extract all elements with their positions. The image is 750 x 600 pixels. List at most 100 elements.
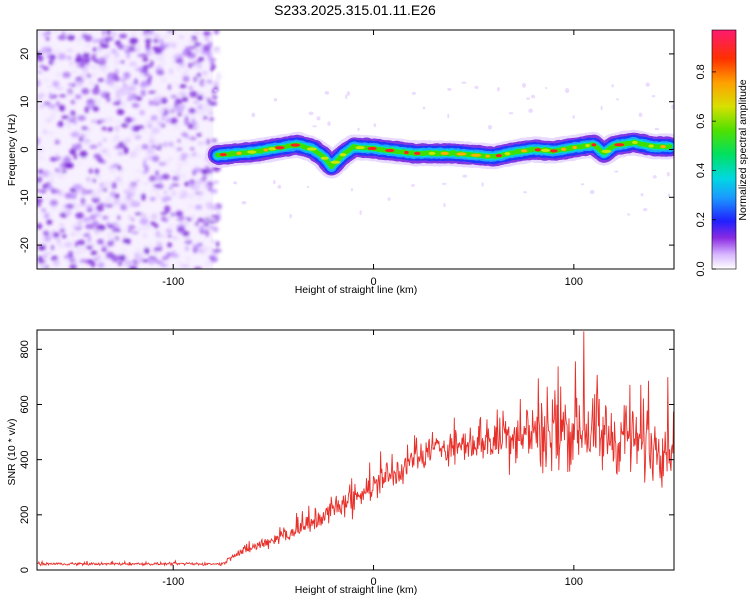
noise-speckle: [112, 97, 120, 101]
noise-speckle: [97, 158, 104, 163]
noise-speckle: [37, 176, 43, 183]
noise-speckle: [134, 67, 143, 72]
noise-speckle: [49, 95, 57, 99]
noise-speckle: [176, 64, 181, 72]
noise-speckle: [157, 70, 165, 76]
noise-speckle: [194, 192, 204, 195]
noise-speckle: [164, 205, 171, 213]
noise-speckle: [171, 145, 178, 149]
noise-speckle: [207, 97, 211, 103]
noise-speckle: [82, 66, 89, 73]
noise-speckle: [307, 185, 310, 188]
noise-speckle: [67, 90, 72, 96]
noise-speckle: [37, 32, 41, 37]
noise-speckle: [201, 81, 209, 85]
noise-speckle: [57, 34, 67, 41]
noise-speckle: [123, 189, 130, 194]
noise-speckle: [213, 30, 220, 35]
noise-speckle: [96, 224, 106, 231]
noise-speckle: [77, 115, 86, 121]
noise-speckle: [638, 112, 643, 118]
noise-speckle: [48, 59, 54, 66]
noise-speckle: [210, 214, 219, 218]
noise-speckle: [172, 236, 178, 240]
noise-speckle: [141, 144, 149, 150]
noise-speckle: [111, 136, 120, 143]
noise-speckle: [189, 46, 197, 49]
noise-speckle: [88, 168, 93, 174]
noise-speckle: [115, 253, 123, 256]
noise-speckle: [651, 94, 656, 98]
noise-speckle: [163, 159, 171, 164]
noise-speckle: [198, 56, 205, 62]
noise-speckle: [144, 165, 149, 173]
ridge-peak: [268, 147, 277, 151]
noise-speckle: [113, 51, 120, 58]
noise-speckle: [97, 261, 105, 269]
noise-speckle: [63, 156, 72, 164]
ridge-peak: [367, 146, 377, 151]
noise-speckle: [70, 131, 80, 138]
noise-speckle: [94, 168, 100, 175]
noise-speckle: [107, 240, 112, 247]
noise-speckle: [61, 115, 70, 120]
noise-speckle: [447, 87, 452, 91]
noise-speckle: [346, 91, 350, 97]
noise-speckle: [316, 116, 321, 121]
noise-speckle: [170, 212, 175, 217]
noise-speckle: [71, 223, 81, 228]
noise-speckle: [461, 81, 467, 84]
noise-speckle: [214, 75, 223, 80]
noise-speckle: [37, 138, 40, 146]
noise-speckle: [174, 106, 184, 113]
noise-speckle: [151, 155, 160, 162]
noise-speckle: [45, 43, 50, 49]
noise-speckle: [65, 49, 74, 52]
noise-speckle: [101, 126, 107, 131]
noise-speckle: [126, 97, 132, 102]
noise-speckle: [163, 190, 167, 194]
noise-speckle: [87, 235, 92, 243]
noise-speckle: [616, 98, 619, 101]
noise-speckle: [153, 33, 160, 39]
noise-speckle: [156, 108, 165, 114]
noise-speckle: [105, 203, 114, 208]
noise-speckle: [113, 58, 120, 66]
noise-speckle: [528, 108, 533, 113]
noise-speckle: [66, 34, 76, 41]
noise-speckle: [73, 153, 77, 160]
noise-speckle: [251, 112, 256, 118]
noise-speckle: [151, 180, 156, 184]
ridge-peak: [560, 147, 567, 151]
noise-speckle: [443, 202, 446, 208]
noise-speckle: [189, 136, 197, 141]
noise-speckle: [194, 180, 202, 185]
noise-speckle: [202, 93, 206, 97]
ridge-peak: [534, 148, 541, 152]
y-tick-label: 200: [19, 506, 31, 524]
noise-speckle: [183, 159, 188, 165]
noise-speckle: [197, 94, 204, 101]
noise-speckle: [156, 192, 160, 200]
noise-speckle: [146, 147, 155, 155]
noise-speckle: [184, 116, 189, 121]
noise-speckle: [192, 185, 198, 192]
noise-speckle: [120, 199, 125, 203]
noise-speckle: [90, 261, 96, 268]
noise-speckle: [81, 126, 89, 131]
ridge-peak: [290, 143, 301, 147]
noise-speckle: [93, 192, 100, 199]
noise-speckle: [180, 62, 186, 69]
noise-speckle: [177, 191, 184, 195]
noise-speckle: [110, 239, 114, 247]
x-tick-label: -100: [162, 576, 184, 588]
noise-speckle: [169, 156, 173, 162]
noise-speckle: [184, 181, 189, 187]
colorbar-tick-label: 0.4: [695, 163, 707, 178]
noise-speckle: [105, 78, 114, 84]
ridge-peak: [495, 153, 502, 158]
noise-speckle: [71, 69, 77, 74]
noise-speckle: [216, 71, 222, 78]
noise-speckle: [91, 87, 100, 95]
